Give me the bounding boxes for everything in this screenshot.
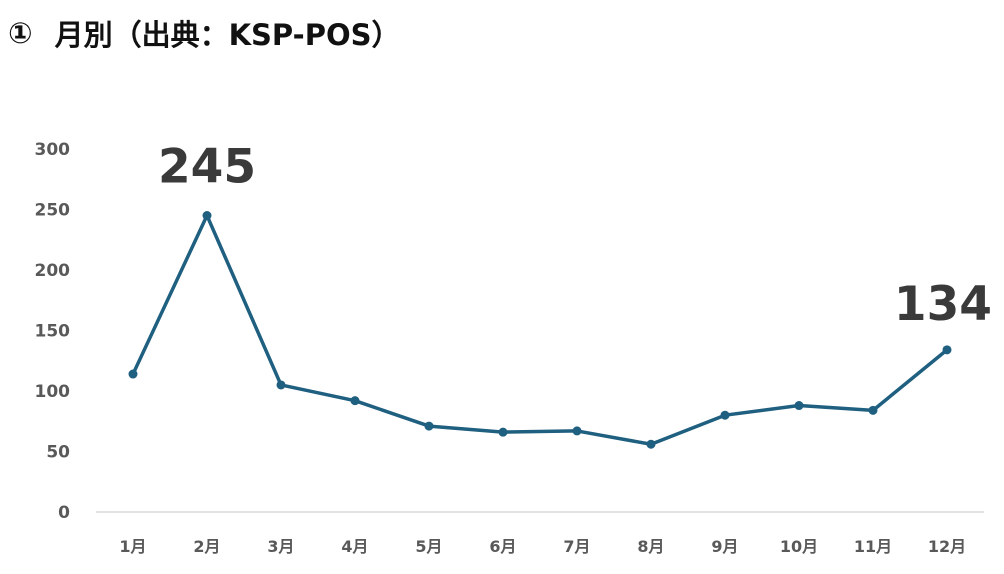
x-tick-label: 5月 [415, 537, 442, 556]
data-point [868, 405, 878, 415]
x-tick-label: 1月 [119, 537, 146, 556]
page-title: 月別（出典：KSP-POS） [54, 18, 401, 52]
data-point [128, 369, 138, 379]
data-point [498, 427, 508, 437]
data-point [276, 380, 286, 390]
data-point [794, 401, 804, 411]
data-label: 134 [894, 277, 992, 332]
y-tick-label: 0 [58, 503, 70, 523]
x-tick-label: 9月 [711, 537, 738, 556]
data-label: 245 [158, 140, 256, 195]
data-point [942, 345, 952, 355]
data-point [424, 421, 434, 431]
x-tick-label: 10月 [780, 537, 818, 556]
x-tick-label: 11月 [854, 537, 892, 556]
y-tick-label: 50 [46, 443, 70, 463]
y-axis-ticks: 0 50 100 150 200 250 300 [35, 140, 71, 523]
data-labels: 245 134 [158, 140, 992, 332]
data-point [202, 211, 212, 221]
page-heading: ① 月別（出典：KSP-POS） [8, 12, 401, 54]
data-point [572, 426, 582, 436]
y-tick-label: 250 [35, 201, 71, 221]
data-point [350, 396, 360, 406]
heading-number: ① [8, 16, 33, 50]
x-tick-label: 2月 [193, 537, 220, 556]
x-tick-label: 12月 [928, 537, 966, 556]
x-tick-label: 7月 [563, 537, 590, 556]
y-tick-label: 150 [35, 322, 71, 342]
x-tick-label: 3月 [267, 537, 294, 556]
y-tick-label: 200 [35, 261, 71, 281]
x-tick-label: 6月 [489, 537, 516, 556]
y-tick-label: 100 [35, 382, 71, 402]
x-tick-label: 8月 [637, 537, 664, 556]
y-tick-label: 300 [35, 140, 71, 160]
data-point [646, 439, 656, 449]
x-axis-ticks: 1月 2月 3月 4月 5月 6月 7月 8月 9月 10月 11月 12月 [119, 537, 966, 556]
x-tick-label: 4月 [341, 537, 368, 556]
series-line [131, 213, 949, 446]
data-points [128, 211, 952, 449]
data-point [720, 410, 730, 420]
